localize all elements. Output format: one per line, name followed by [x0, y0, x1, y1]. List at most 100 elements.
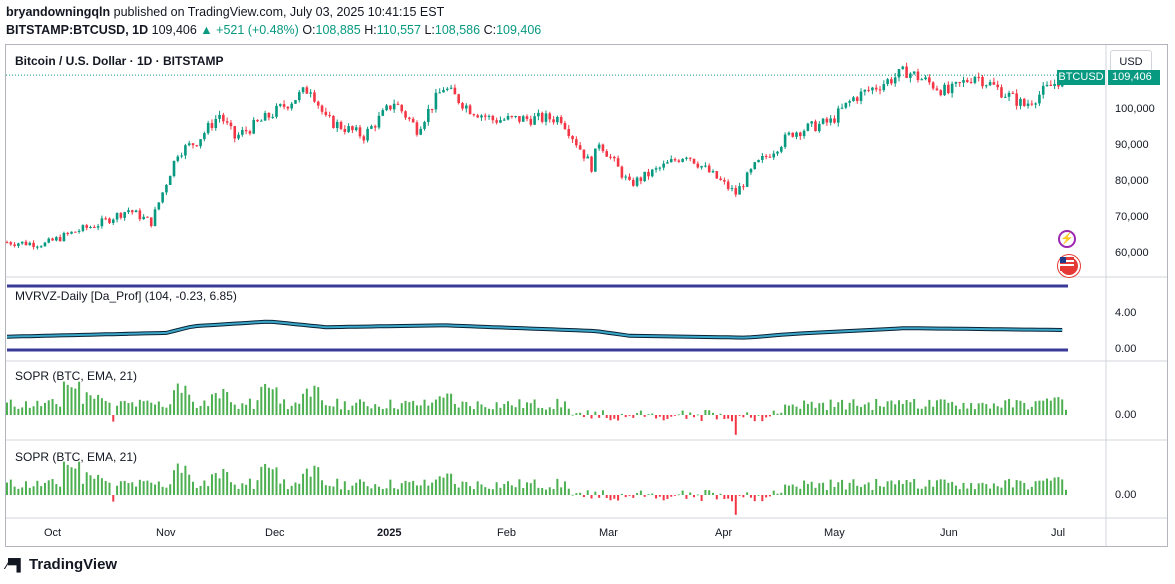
sopr-bar: [97, 474, 100, 495]
candle-body: [1000, 87, 1003, 98]
sopr-bar: [996, 406, 999, 415]
author-name[interactable]: bryandowningqln: [6, 5, 111, 19]
sopr-tick-2: 0.00: [1115, 489, 1137, 501]
candle-body: [415, 122, 419, 135]
sopr-bar: [267, 467, 270, 495]
sopr-bar: [1061, 399, 1064, 415]
mvrv-tick: 0.00: [1115, 343, 1137, 355]
sopr-bar: [985, 404, 988, 415]
candle-body: [977, 76, 980, 78]
sopr-bar: [882, 486, 885, 495]
candle-body: [912, 71, 916, 74]
sopr-bar: [905, 479, 908, 495]
sopr-bar: [97, 394, 100, 415]
sopr-bar: [787, 405, 790, 415]
candle-body: [96, 226, 100, 228]
candle-body: [74, 231, 77, 233]
sopr-bar: [389, 399, 392, 415]
sopr-bar: [529, 483, 532, 495]
candle-body: [476, 115, 479, 118]
sopr-bar: [943, 399, 946, 415]
candle-body: [396, 103, 400, 105]
sopr-bar: [340, 409, 343, 415]
sopr-bar: [575, 493, 578, 495]
sopr-title-2[interactable]: SOPR (BTC, EMA, 21): [15, 450, 138, 464]
sopr-bar: [935, 400, 938, 415]
candle-body: [559, 116, 563, 124]
sopr-bar: [909, 402, 912, 415]
sopr-bar: [442, 397, 445, 415]
sopr-bar: [966, 408, 969, 415]
candle-body: [373, 126, 377, 128]
candle-body: [184, 145, 187, 156]
candle-body: [244, 130, 248, 132]
sopr-bar: [939, 479, 942, 495]
candle-body: [723, 180, 726, 182]
sopr-bar: [13, 406, 16, 415]
sopr-bar: [150, 402, 153, 415]
candle-body: [438, 92, 442, 94]
sopr-bar: [184, 385, 187, 415]
sopr-bar: [245, 404, 248, 415]
sopr-bar: [495, 402, 498, 415]
sopr-bar: [154, 484, 157, 495]
sopr-bar: [484, 487, 487, 495]
sopr-bar: [514, 407, 517, 415]
candle-body: [901, 66, 905, 70]
sopr-bar: [199, 405, 202, 415]
sopr-bar: [332, 486, 335, 495]
candle-body: [370, 126, 373, 129]
candle-body: [222, 114, 225, 122]
sopr-bar: [78, 461, 81, 495]
candle-body: [305, 87, 309, 94]
price-badge: BTCUSD: [1057, 70, 1105, 85]
us-flag-icon[interactable]: [1058, 255, 1080, 277]
lightning-icon[interactable]: ⚡: [1058, 230, 1076, 248]
sopr-bar: [169, 484, 172, 495]
candle-body: [605, 151, 609, 157]
sopr-bar: [1011, 487, 1014, 495]
sopr-bar: [89, 475, 92, 495]
sopr-bar: [563, 401, 566, 415]
sopr-title-1[interactable]: SOPR (BTC, EMA, 21): [15, 369, 138, 383]
sopr-bar: [499, 407, 502, 415]
low-label: L:: [424, 23, 435, 37]
sopr-bar: [283, 399, 286, 415]
candle-body: [225, 121, 229, 123]
sopr-bar: [271, 469, 274, 495]
sopr-bar: [317, 387, 320, 415]
sopr-bar: [17, 488, 20, 495]
candle-body: [191, 143, 195, 146]
sopr-bar: [188, 394, 191, 415]
candle-body: [700, 166, 703, 168]
sopr-bar: [229, 482, 232, 495]
sopr-bar: [1053, 397, 1056, 415]
sopr-bar: [935, 480, 938, 495]
candle-body: [442, 89, 445, 93]
sopr-bar: [962, 402, 965, 415]
sopr-bar: [693, 415, 696, 418]
sopr-bar: [655, 495, 658, 499]
brand-label: TradingView: [29, 556, 118, 573]
candle-body: [639, 177, 643, 182]
candle-body: [966, 80, 969, 82]
sopr-bar: [1011, 407, 1014, 415]
sopr-bar: [271, 389, 274, 415]
sopr-bar: [245, 484, 248, 495]
sopr-bar: [374, 484, 377, 495]
sopr-series-2: [6, 461, 1067, 515]
sopr-bar: [939, 399, 942, 415]
sopr-bar: [131, 482, 134, 495]
sopr-bar: [696, 494, 699, 496]
mvrv-title[interactable]: MVRVZ-Daily [Da_Prof] (104, -0.23, 6.85): [15, 289, 237, 303]
chart-title[interactable]: Bitcoin / U.S. Dollar · 1D · BITSTAMP: [15, 54, 224, 68]
candle-body: [836, 108, 840, 123]
candle-body: [984, 85, 988, 87]
close-label: C:: [483, 23, 497, 37]
candle-body: [833, 118, 836, 123]
candle-body: [685, 157, 688, 159]
sopr-bar: [355, 402, 358, 415]
candle-body: [149, 217, 153, 227]
tradingview-brand[interactable]: ⁄▀▌ TradingView: [6, 556, 117, 573]
